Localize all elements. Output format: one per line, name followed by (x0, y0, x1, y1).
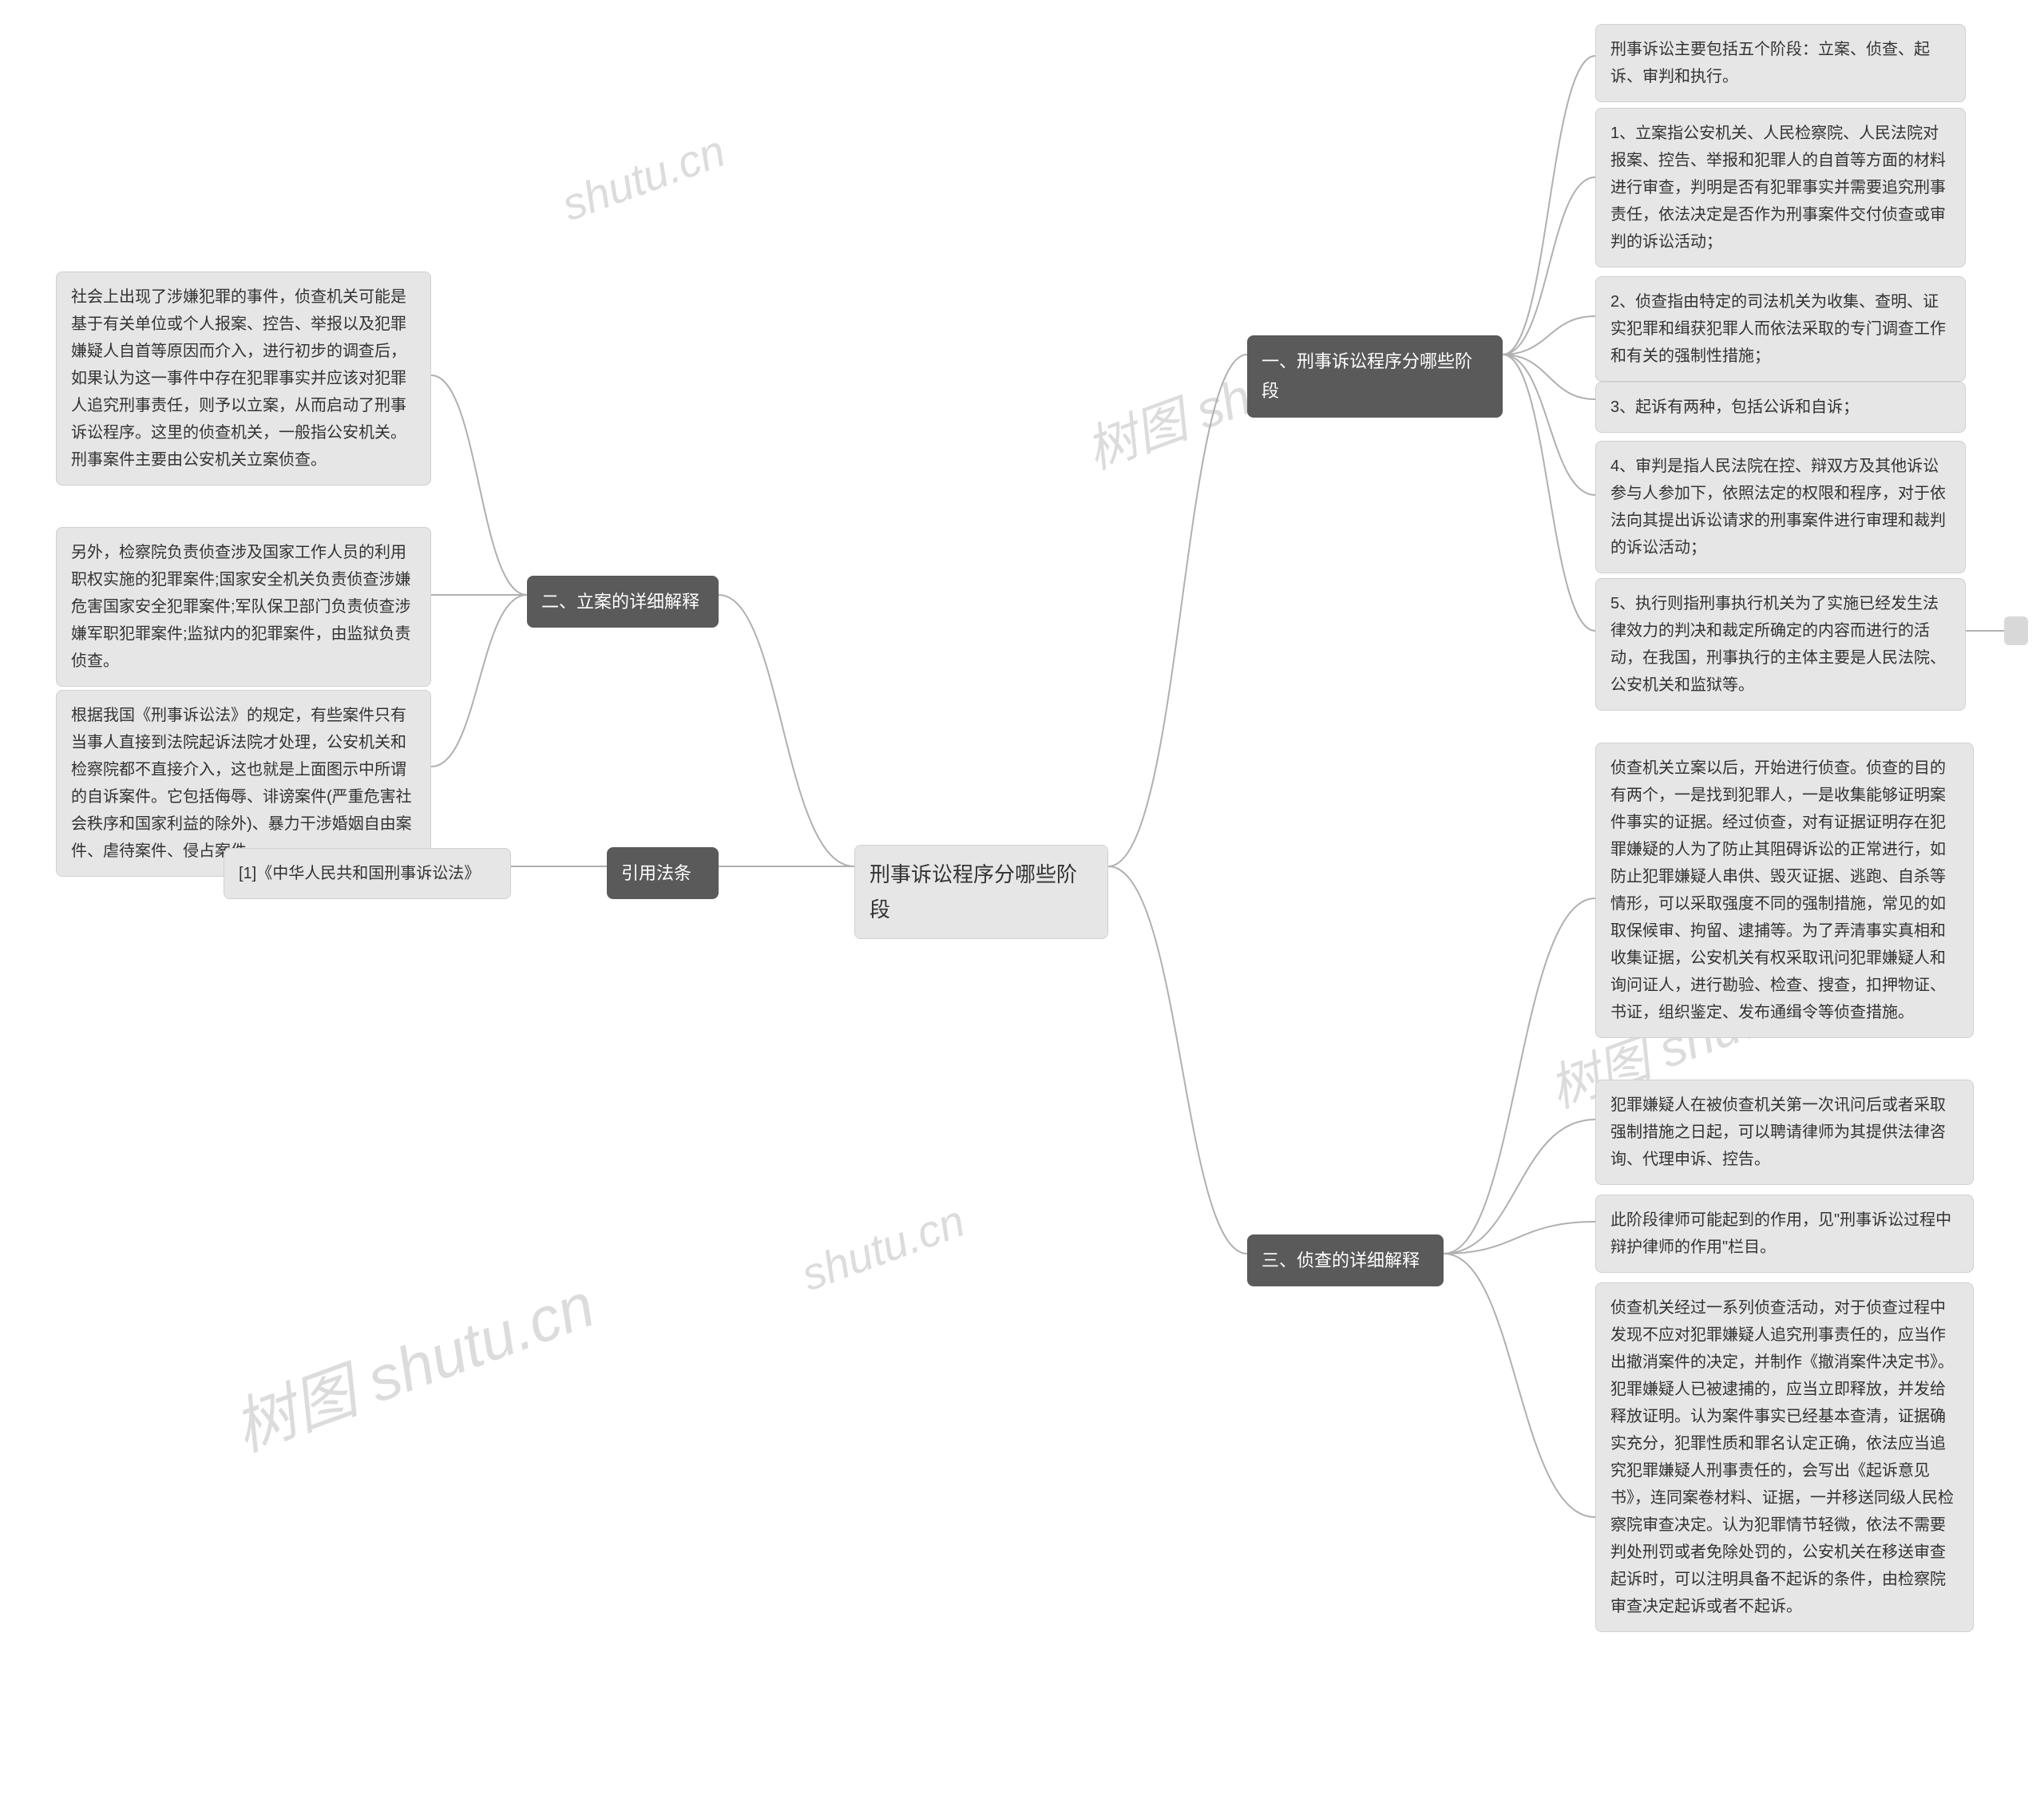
leaf-b4-1[interactable]: [1]《中华人民共和国刑事诉讼法》 (224, 848, 511, 899)
leaf-b3-2[interactable]: 犯罪嫌疑人在被侦查机关第一次讯问后或者采取强制措施之日起，可以聘请律师为其提供法… (1595, 1080, 1974, 1185)
branch-2-label: 二、立案的详细解释 (541, 592, 699, 612)
branch-2[interactable]: 二、立案的详细解释 (527, 576, 719, 628)
leaf-b4-1-text: [1]《中华人民共和国刑事诉讼法》 (239, 865, 480, 882)
leaf-b1-3-text: 2、侦查指由特定的司法机关为收集、查明、证实犯罪和缉获犯罪人而依法采取的专门调查… (1610, 293, 1946, 365)
branch-3[interactable]: 三、侦查的详细解释 (1247, 1234, 1444, 1286)
leaf-b3-3[interactable]: 此阶段律师可能起到的作用，见"刑事诉讼过程中辩护律师的作用"栏目。 (1595, 1195, 1974, 1273)
leaf-b2-1[interactable]: 社会上出现了涉嫌犯罪的事件，侦查机关可能是基于有关单位或个人报案、控告、举报以及… (56, 271, 431, 485)
leaf-b1-4[interactable]: 3、起诉有两种，包括公诉和自诉； (1595, 382, 1966, 433)
leaf-b1-5[interactable]: 4、审判是指人民法院在控、辩双方及其他诉讼参与人参加下，依照法定的权限和程序，对… (1595, 441, 1966, 573)
branch-1-label: 一、刑事诉讼程序分哪些阶段 (1262, 351, 1472, 401)
leaf-b3-1[interactable]: 侦查机关立案以后，开始进行侦查。侦查的目的有两个，一是找到犯罪人，一是收集能够证… (1595, 743, 1974, 1038)
leaf-b1-6[interactable]: 5、执行则指刑事执行机关为了实施已经发生法律效力的判决和裁定所确定的内容而进行的… (1595, 578, 1966, 711)
leaf-b1-5-text: 4、审判是指人民法院在控、辩双方及其他诉讼参与人参加下，依照法定的权限和程序，对… (1610, 458, 1946, 557)
mindmap-canvas: { "colors": { "background": "#ffffff", "… (0, 0, 2044, 1803)
leaf-b1-1[interactable]: 刑事诉讼主要包括五个阶段：立案、侦查、起诉、审判和执行。 (1595, 24, 1966, 102)
root-label: 刑事诉讼程序分哪些阶段 (869, 862, 1077, 921)
leaf-b3-3-text: 此阶段律师可能起到的作用，见"刑事诉讼过程中辩护律师的作用"栏目。 (1610, 1211, 1951, 1256)
leaf-b1-3[interactable]: 2、侦查指由特定的司法机关为收集、查明、证实犯罪和缉获犯罪人而依法采取的专门调查… (1595, 276, 1966, 382)
leaf-b1-2[interactable]: 1、立案指公安机关、人民检察院、人民法院对报案、控告、举报和犯罪人的自首等方面的… (1595, 108, 1966, 267)
leaf-b3-2-text: 犯罪嫌疑人在被侦查机关第一次讯问后或者采取强制措施之日起，可以聘请律师为其提供法… (1610, 1096, 1946, 1168)
leaf-b1-6-text: 5、执行则指刑事执行机关为了实施已经发生法律效力的判决和裁定所确定的内容而进行的… (1610, 595, 1946, 694)
leaf-b1-1-text: 刑事诉讼主要包括五个阶段：立案、侦查、起诉、审判和执行。 (1610, 41, 1930, 85)
watermark: shutu.cn (555, 125, 731, 231)
leaf-b1-2-text: 1、立案指公安机关、人民检察院、人民法院对报案、控告、举报和犯罪人的自首等方面的… (1610, 125, 1946, 251)
watermark: 树图 shutu.cn (220, 1256, 604, 1469)
leaf-b3-1-text: 侦查机关立案以后，开始进行侦查。侦查的目的有两个，一是找到犯罪人，一是收集能够证… (1610, 759, 1946, 1021)
watermark: shutu.cn (794, 1195, 971, 1301)
leaf-b2-2[interactable]: 另外，检察院负责侦查涉及国家工作人员的利用职权实施的犯罪案件;国家安全机关负责侦… (56, 527, 431, 687)
leaf-b3-4-text: 侦查机关经过一系列侦查活动，对于侦查过程中发现不应对犯罪嫌疑人追究刑事责任的，应… (1610, 1299, 1954, 1615)
leaf-b2-2-text: 另外，检察院负责侦查涉及国家工作人员的利用职权实施的犯罪案件;国家安全机关负责侦… (71, 544, 411, 670)
root-node[interactable]: 刑事诉讼程序分哪些阶段 (854, 845, 1108, 939)
branch-1[interactable]: 一、刑事诉讼程序分哪些阶段 (1247, 335, 1503, 418)
leaf-b3-4[interactable]: 侦查机关经过一系列侦查活动，对于侦查过程中发现不应对犯罪嫌疑人追究刑事责任的，应… (1595, 1282, 1974, 1632)
leaf-b1-4-text: 3、起诉有两种，包括公诉和自诉； (1610, 398, 1859, 416)
branch-4[interactable]: 引用法条 (607, 847, 719, 899)
leaf-b2-3-text: 根据我国《刑事诉讼法》的规定，有些案件只有当事人直接到法院起诉法院才处理，公安机… (71, 707, 412, 860)
branch-3-label: 三、侦查的详细解释 (1262, 1250, 1420, 1270)
collapse-stub[interactable] (2004, 616, 2028, 645)
branch-4-label: 引用法条 (621, 863, 691, 883)
leaf-b2-1-text: 社会上出现了涉嫌犯罪的事件，侦查机关可能是基于有关单位或个人报案、控告、举报以及… (71, 288, 406, 469)
